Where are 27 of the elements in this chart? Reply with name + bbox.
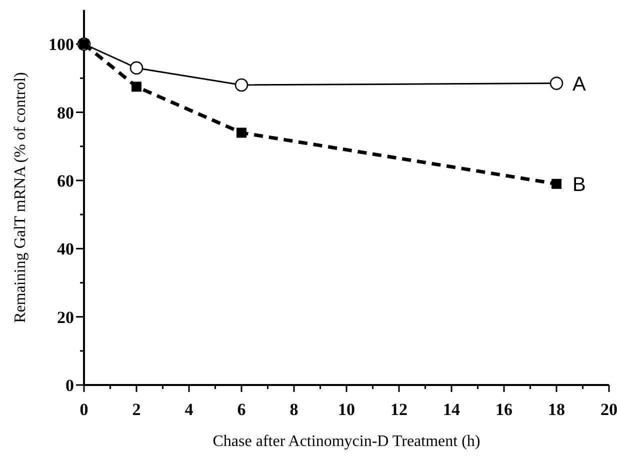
series-label: B <box>572 174 586 196</box>
point <box>236 128 246 138</box>
y-tick-label: 40 <box>57 240 74 259</box>
x-tick-label: 12 <box>390 400 408 419</box>
y-axis-title: Remaining GalT mRNA (% of control) <box>12 72 29 323</box>
x-axis-title: Chase after Actinomycin-D Treatment (h) <box>212 433 480 450</box>
x-tick-label: 14 <box>443 400 460 419</box>
y-tick-label: 100 <box>48 35 74 54</box>
point <box>234 78 248 92</box>
y-tick-label: 80 <box>57 103 74 122</box>
x-tick-label: 6 <box>237 400 246 419</box>
x-tick-label: 16 <box>496 400 512 419</box>
x-tick-label: 18 <box>548 400 565 419</box>
series-label: A <box>572 73 586 96</box>
x-tick-label: 8 <box>290 400 298 419</box>
x-tick-label: 4 <box>184 400 194 419</box>
y-tick-label: 20 <box>57 308 74 327</box>
y-tick-label: 60 <box>57 171 74 190</box>
point <box>132 82 142 92</box>
y-tick-label: 0 <box>66 376 74 395</box>
x-tick-label: 0 <box>80 400 88 419</box>
x-tick-label: 10 <box>338 400 355 419</box>
x-tick-label: 20 <box>600 400 617 419</box>
point <box>550 76 564 90</box>
point <box>130 61 144 75</box>
point <box>552 178 562 189</box>
x-tick-label: 2 <box>132 400 141 419</box>
